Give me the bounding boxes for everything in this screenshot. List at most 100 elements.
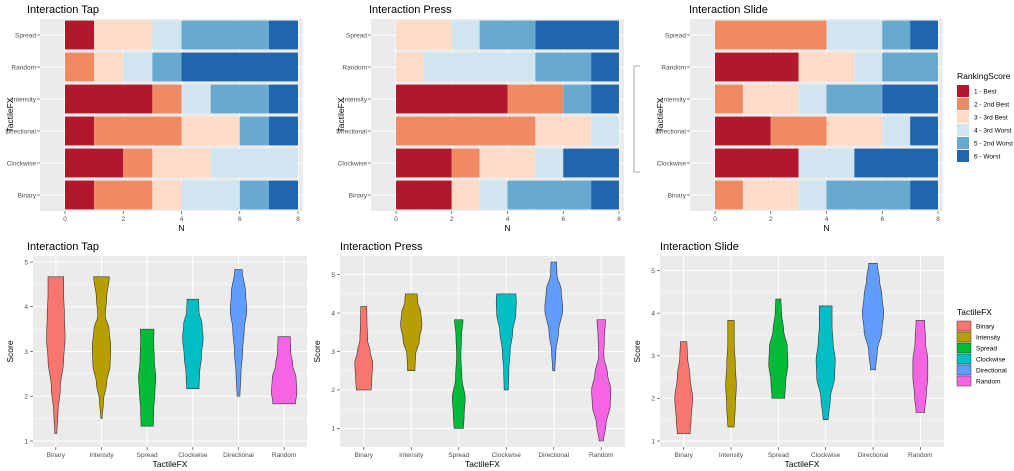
x-tick-label: Intensity xyxy=(399,452,424,459)
bar-segment xyxy=(854,52,883,82)
bar-segment xyxy=(94,180,153,210)
bar-segment xyxy=(94,20,153,50)
tactile-legend-label: Random xyxy=(976,379,1001,386)
x-tick-label: 4 xyxy=(825,216,829,223)
bar-segment xyxy=(181,52,298,82)
x-tick-label: Intensity xyxy=(719,452,744,459)
ranking-legend-label: 3 - 3rd Best xyxy=(974,115,1008,122)
y-tick-label: 4 xyxy=(651,310,655,317)
bar-segment xyxy=(65,52,95,82)
x-tick-label: 4 xyxy=(180,216,184,223)
bar-segment xyxy=(715,116,771,146)
bar-segment xyxy=(507,180,592,210)
violin-shape xyxy=(138,328,157,427)
tactile-legend-swatch xyxy=(956,331,972,343)
bar-segment xyxy=(181,20,269,50)
x-tick-label: 6 xyxy=(880,216,884,223)
bar-panel-background xyxy=(690,19,943,211)
bar-segment xyxy=(535,52,592,82)
bar-segment xyxy=(239,180,269,210)
bar-segment xyxy=(910,20,938,50)
ranking-legend-swatch xyxy=(957,137,969,149)
bar-segment xyxy=(798,52,855,82)
y-tick-label: 2 xyxy=(651,396,655,403)
bar-segment xyxy=(798,148,855,178)
x-tick-label: 6 xyxy=(238,216,242,223)
bar-segment xyxy=(770,116,827,146)
ranking-legend-swatch xyxy=(957,111,969,123)
ranking-legend-label: 6 - Worst xyxy=(974,154,1000,161)
violin-shape xyxy=(182,298,204,389)
violin-panel-background xyxy=(660,256,944,447)
bar-segment xyxy=(715,180,743,210)
bar-segment xyxy=(268,84,298,114)
bar-segment xyxy=(181,116,240,146)
bar-segment xyxy=(181,180,240,210)
y-tick-label: Clockwise xyxy=(338,160,368,167)
y-tick-label: 3 xyxy=(651,353,655,360)
x-tick-label: Binary xyxy=(47,452,66,459)
y-tick-label: 5 xyxy=(331,272,335,279)
bar-segment xyxy=(563,148,619,178)
bar-segment xyxy=(479,148,536,178)
chart-title: Interaction Slide xyxy=(689,4,768,16)
y-tick-label: Random xyxy=(342,64,367,71)
y-tick-label: 1 xyxy=(651,438,655,445)
x-tick-label: Spread xyxy=(768,452,789,459)
x-tick-label: Directional xyxy=(858,452,889,459)
y-tick-label: 1 xyxy=(331,426,335,433)
bar-panel-background xyxy=(40,19,303,211)
violin-shape xyxy=(354,306,374,391)
y-tick-label: Binary xyxy=(349,192,368,199)
x-tick-label: Spread xyxy=(137,452,158,459)
violin-shape xyxy=(725,320,737,428)
y-tick-label: Directional xyxy=(5,128,36,135)
x-tick-label: Clockwise xyxy=(492,452,522,459)
bar-segment xyxy=(591,84,619,114)
bar-segment xyxy=(591,116,619,146)
y-tick-label: Intensity xyxy=(343,96,368,103)
bar-segment xyxy=(798,180,827,210)
chart-title: Interaction Tap xyxy=(27,4,99,16)
x-axis-title: N xyxy=(178,223,184,233)
x-axis-title: N xyxy=(823,223,829,233)
y-tick-label: Spread xyxy=(346,32,367,39)
x-tick-label: Directional xyxy=(223,452,254,459)
x-axis-title: N xyxy=(504,223,510,233)
y-tick-label: 5 xyxy=(24,259,28,266)
bar-segment xyxy=(826,84,883,114)
bar-segment xyxy=(268,20,298,50)
x-tick-label: 8 xyxy=(296,216,300,223)
bar-segment xyxy=(882,84,938,114)
bar-segment xyxy=(65,84,153,114)
x-tick-label: Clockwise xyxy=(811,452,841,459)
violin-shape xyxy=(400,293,423,372)
ranking-legend-label: 2 - 2nd Best xyxy=(974,102,1009,109)
bar-segment xyxy=(396,84,508,114)
violin-shape xyxy=(768,298,789,399)
bar-segment xyxy=(65,148,124,178)
tactile-legend-swatch xyxy=(956,364,972,376)
violin-shape xyxy=(495,293,517,391)
bar-segment xyxy=(181,84,211,114)
x-tick-label: 2 xyxy=(450,216,454,223)
tactile-legend-swatch xyxy=(956,320,972,332)
bar-segment xyxy=(563,84,592,114)
bar-segment xyxy=(826,116,883,146)
bar-segment xyxy=(123,148,153,178)
bar-segment xyxy=(535,148,564,178)
bar-segment xyxy=(715,148,799,178)
bar-segment xyxy=(423,52,536,82)
bar-segment xyxy=(152,20,182,50)
bar-segment xyxy=(507,84,564,114)
bar-segment xyxy=(94,52,124,82)
y-tick-label: 4 xyxy=(24,304,28,311)
violin-shape xyxy=(452,319,466,429)
bar-segment xyxy=(451,180,480,210)
tactile-legend-label: Directional xyxy=(976,368,1007,375)
bar-segment xyxy=(123,52,153,82)
violin-shape xyxy=(229,269,248,397)
y-tick-label: 2 xyxy=(24,394,28,401)
bar-segment xyxy=(396,20,452,50)
